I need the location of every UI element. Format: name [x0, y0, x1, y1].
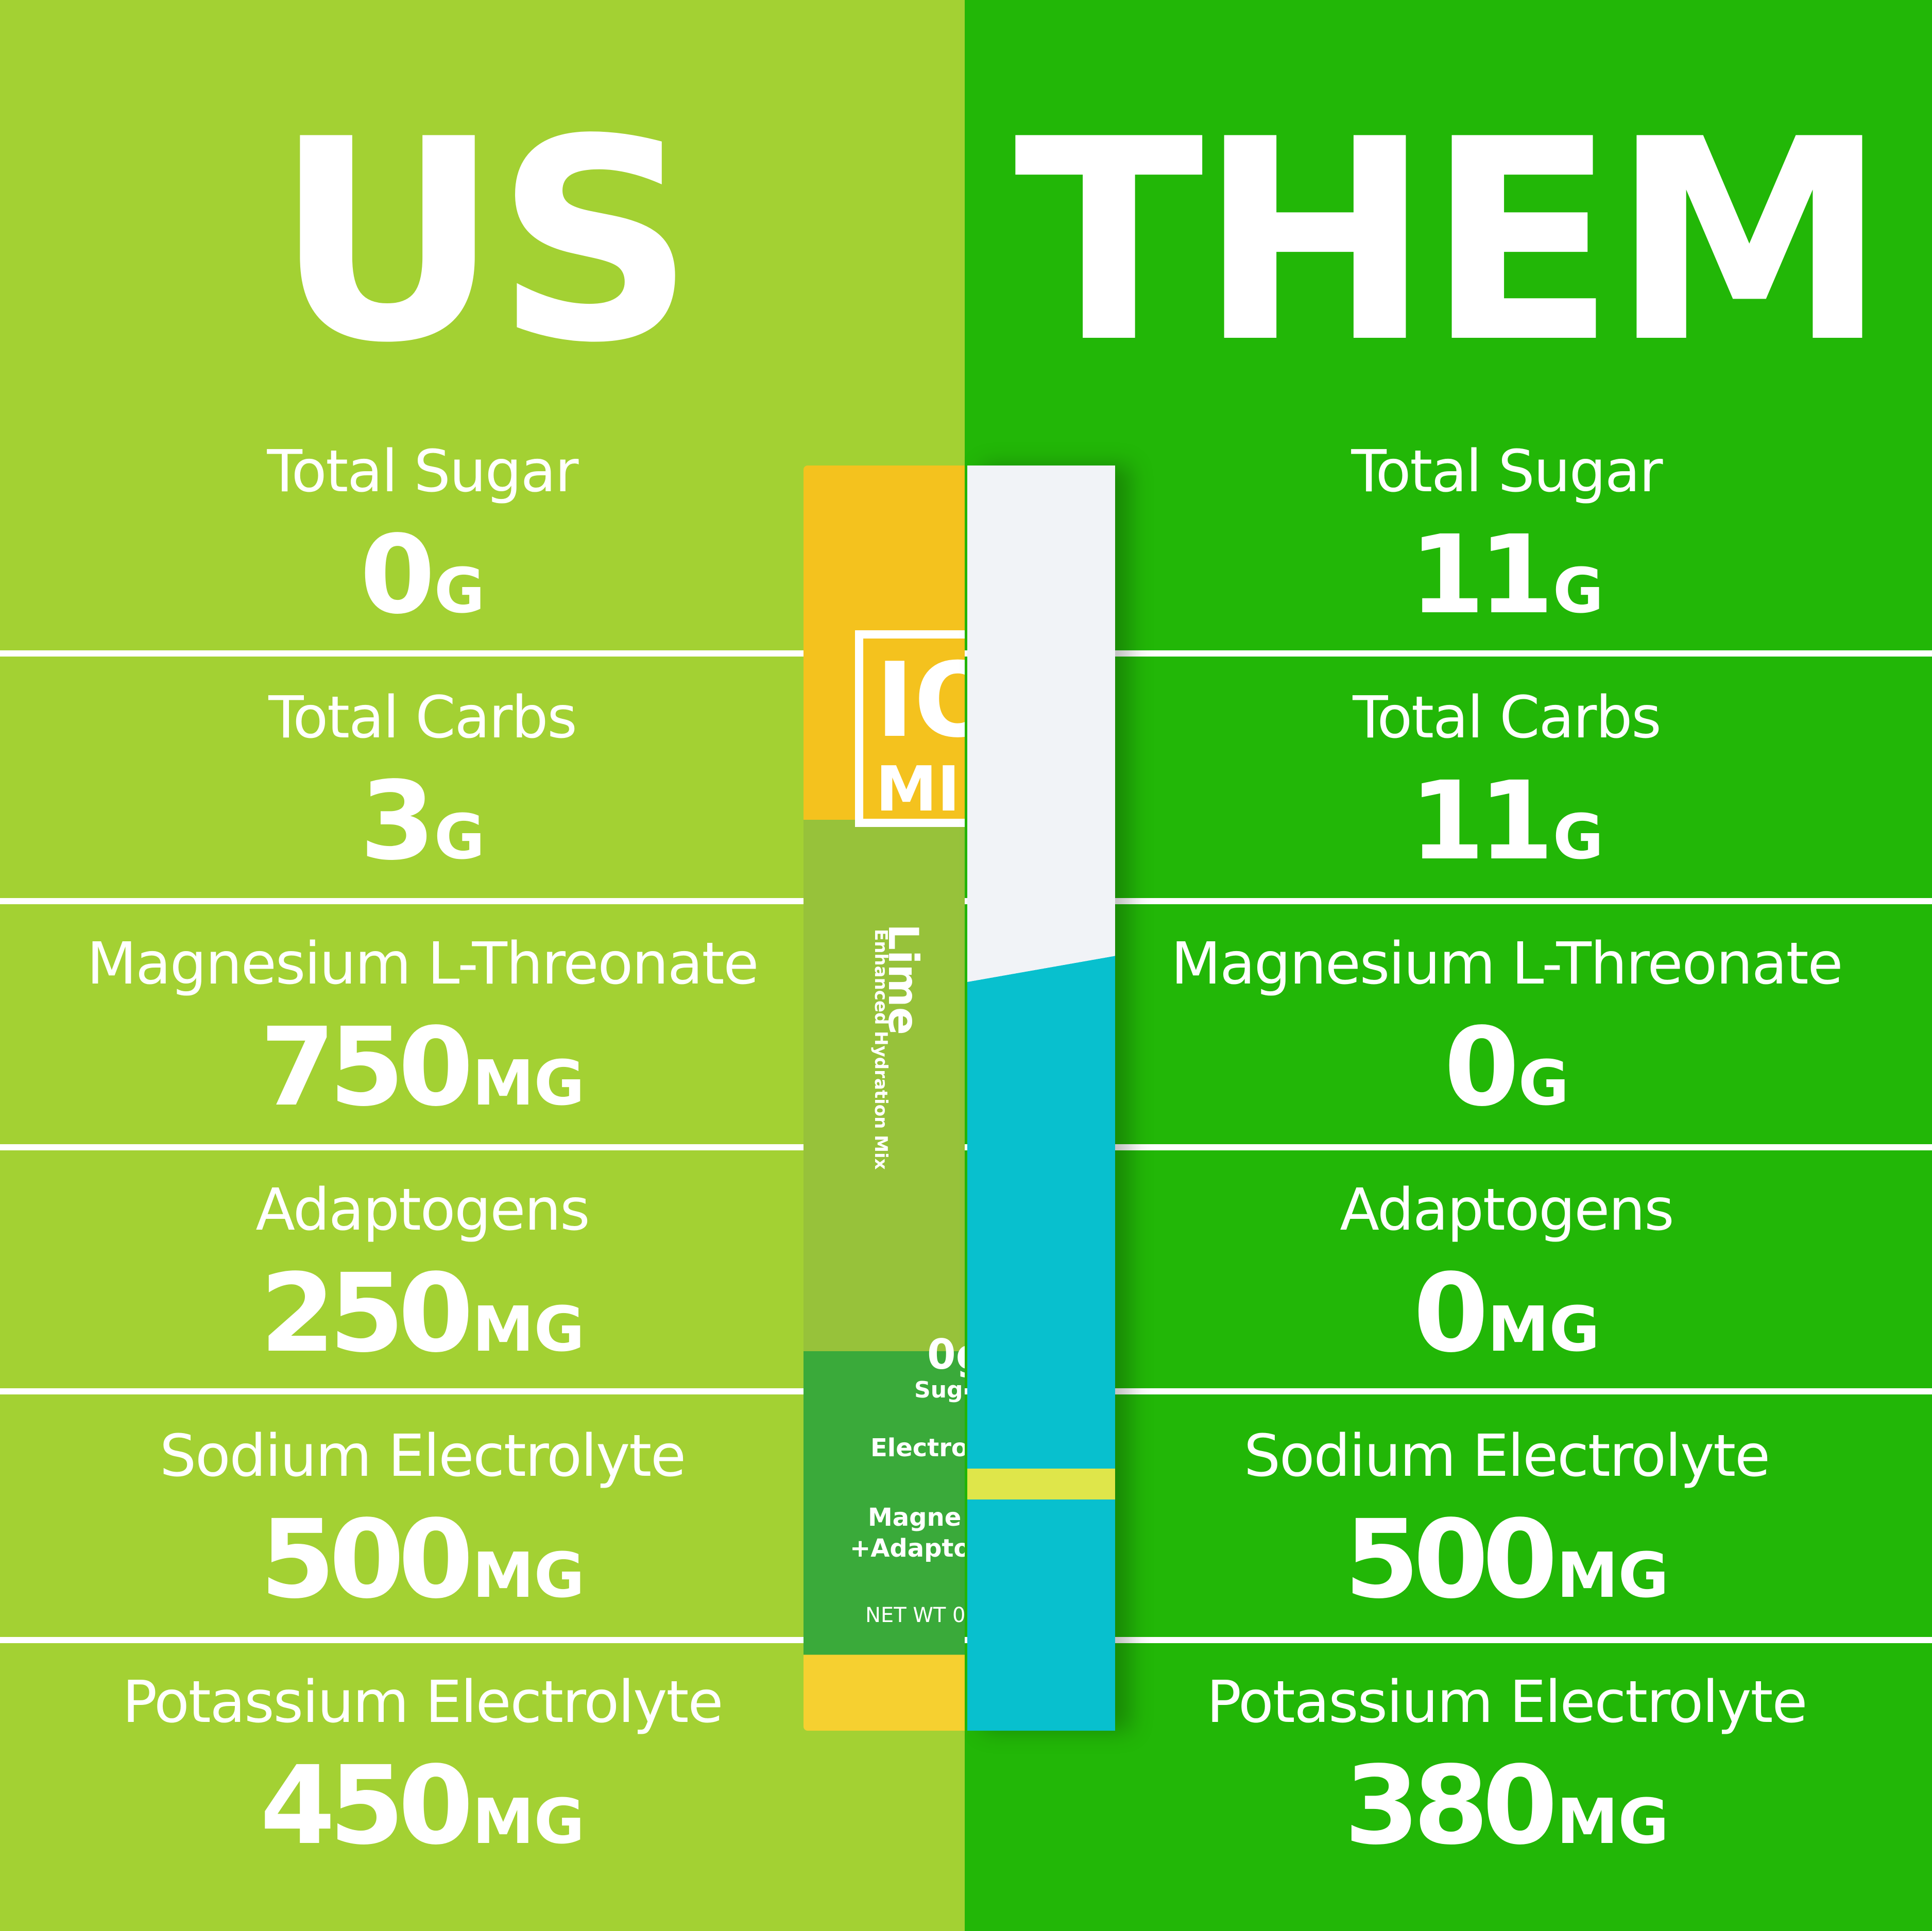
nutrient-value: 11G	[1409, 758, 1604, 884]
us-row: Total Sugar 0G	[0, 443, 845, 629]
us-title: US	[274, 80, 695, 404]
nutrient-label: Magnesium L-Threonate	[1171, 930, 1843, 997]
nutrient-label: Adaptogens	[1340, 1177, 1674, 1244]
row-divider	[0, 1637, 1932, 1643]
unit: MG	[1557, 1786, 1669, 1858]
them-row: Total Sugar 11G	[1056, 443, 1932, 629]
them-title: THEM	[1014, 80, 1888, 404]
unit: MG	[472, 1540, 585, 1612]
them-row: Total Carbs 11G	[1056, 689, 1932, 875]
packet-adapto: +Adapto	[850, 1534, 965, 1563]
nutrient-value: 500MG	[260, 1496, 585, 1623]
packet-net-weight: NET WT 0.2	[865, 1604, 965, 1627]
nutrient-value: 0MG	[1413, 1250, 1600, 1376]
row-divider	[0, 898, 1932, 904]
nutrient-label: Magnesium L-Threonate	[87, 930, 759, 997]
nutrient-value: 3G	[360, 758, 485, 884]
packet-magne: Magne	[868, 1503, 962, 1532]
them-product-packet	[967, 465, 1115, 1731]
row-divider	[0, 1388, 1932, 1394]
unit: MG	[472, 1294, 585, 1366]
brand-logo	[855, 630, 965, 827]
unit: G	[434, 802, 485, 873]
us-row: Sodium Electrolyte 500MG	[0, 1427, 845, 1614]
nutrient-label: Total Carbs	[1353, 684, 1662, 751]
unit: MG	[1488, 1294, 1600, 1366]
nutrient-label: Potassium Electrolyte	[122, 1669, 724, 1736]
nutrient-label: Adaptogens	[255, 1177, 590, 1244]
unit: G	[434, 556, 485, 627]
nutrient-label: Total Carbs	[268, 684, 577, 751]
row-divider	[0, 650, 1932, 657]
nutrient-value: 0G	[1444, 1004, 1569, 1130]
packet-sugar-value: 0g	[927, 1331, 965, 1378]
them-row: Adaptogens 0MG	[1056, 1181, 1932, 1368]
product-subtitle: Enhanced Hydration Mix	[870, 929, 891, 1170]
logo-text-top: IO	[876, 641, 965, 761]
row-divider	[0, 1144, 1932, 1150]
us-product-packet: IO MI Lime Enhanced Hydration Mix 0g Sug…	[803, 465, 965, 1731]
them-panel: THEM	[965, 0, 1932, 1931]
packet-yellow-stripe	[967, 1469, 1115, 1499]
unit: MG	[472, 1048, 585, 1119]
unit: MG	[1557, 1540, 1669, 1612]
nutrient-value: 450MG	[260, 1743, 585, 1869]
us-row: Adaptogens 250MG	[0, 1181, 845, 1368]
them-row: Magnesium L-Threonate 0G	[1056, 935, 1932, 1122]
nutrient-label: Sodium Electrolyte	[159, 1423, 686, 1490]
nutrient-value: 0G	[360, 512, 485, 638]
them-row: Potassium Electrolyte 380MG	[1056, 1674, 1932, 1860]
unit: MG	[472, 1786, 585, 1858]
nutrient-value: 750MG	[260, 1004, 585, 1130]
unit: G	[1518, 1048, 1569, 1119]
them-row: Sodium Electrolyte 500MG	[1056, 1427, 1932, 1614]
nutrient-label: Sodium Electrolyte	[1243, 1423, 1770, 1490]
us-row: Magnesium L-Threonate 750MG	[0, 935, 845, 1122]
nutrient-value: 500MG	[1344, 1496, 1669, 1623]
unit: G	[1552, 802, 1604, 873]
nutrient-value: 250MG	[260, 1250, 585, 1376]
us-row: Potassium Electrolyte 450MG	[0, 1674, 845, 1860]
nutrient-label: Total Sugar	[267, 438, 578, 505]
packet-electro: Electro	[870, 1434, 965, 1462]
packet-sugar-label: Sug	[914, 1377, 963, 1403]
us-row: Total Carbs 3G	[0, 689, 845, 875]
logo-text-bottom: MI	[876, 754, 961, 825]
nutrient-label: Total Sugar	[1351, 438, 1663, 505]
nutrient-label: Potassium Electrolyte	[1206, 1669, 1808, 1736]
unit: G	[1552, 556, 1604, 627]
nutrient-value: 380MG	[1344, 1743, 1669, 1869]
nutrient-value: 11G	[1409, 512, 1604, 638]
